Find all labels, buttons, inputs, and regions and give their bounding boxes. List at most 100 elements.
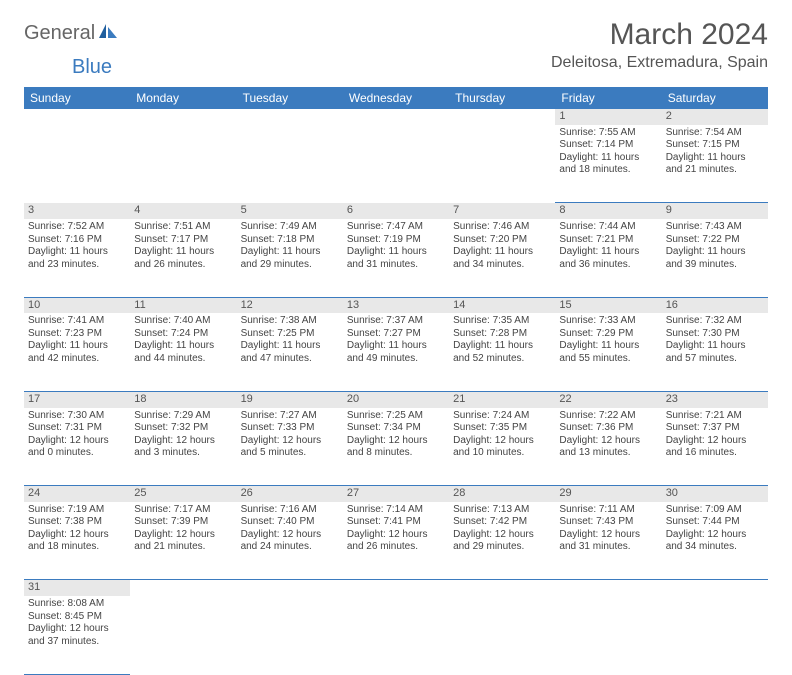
cell-line: Sunset: 7:35 PM — [453, 422, 551, 435]
cell-line: and 26 minutes. — [347, 541, 445, 554]
cell-line: and 13 minutes. — [559, 447, 657, 460]
day-cell: Sunrise: 7:09 AMSunset: 7:44 PMDaylight:… — [662, 502, 768, 580]
cell-line: and 10 minutes. — [453, 447, 551, 460]
day-number: 26 — [237, 486, 343, 502]
cell-line: Daylight: 11 hours — [347, 340, 445, 353]
cell-line: Daylight: 11 hours — [241, 340, 339, 353]
day-header: Sunday — [24, 87, 130, 109]
day-number — [130, 580, 236, 596]
cell-line: Sunset: 7:33 PM — [241, 422, 339, 435]
cell-line: and 39 minutes. — [666, 259, 764, 272]
day-number: 20 — [343, 391, 449, 407]
cell-line: and 44 minutes. — [134, 353, 232, 366]
day-cell: Sunrise: 7:44 AMSunset: 7:21 PMDaylight:… — [555, 219, 661, 297]
cell-line: Sunset: 7:40 PM — [241, 516, 339, 529]
day-number: 31 — [24, 580, 130, 596]
logo: General — [24, 22, 119, 45]
week-row: Sunrise: 7:30 AMSunset: 7:31 PMDaylight:… — [24, 408, 768, 486]
day-cell: Sunrise: 7:29 AMSunset: 7:32 PMDaylight:… — [130, 408, 236, 486]
cell-line: Daylight: 11 hours — [453, 340, 551, 353]
day-cell — [449, 125, 555, 203]
day-cell — [130, 125, 236, 203]
cell-line: Sunset: 7:36 PM — [559, 422, 657, 435]
cell-line: Sunrise: 7:43 AM — [666, 221, 764, 234]
day-cell: Sunrise: 7:37 AMSunset: 7:27 PMDaylight:… — [343, 313, 449, 391]
cell-line: Sunrise: 7:22 AM — [559, 410, 657, 423]
day-number: 1 — [555, 109, 661, 125]
day-cell: Sunrise: 7:46 AMSunset: 7:20 PMDaylight:… — [449, 219, 555, 297]
cell-line: and 36 minutes. — [559, 259, 657, 272]
day-cell: Sunrise: 7:14 AMSunset: 7:41 PMDaylight:… — [343, 502, 449, 580]
day-number: 29 — [555, 486, 661, 502]
cell-line: Daylight: 12 hours — [134, 529, 232, 542]
cell-line: and 52 minutes. — [453, 353, 551, 366]
day-cell: Sunrise: 7:52 AMSunset: 7:16 PMDaylight:… — [24, 219, 130, 297]
day-number — [237, 580, 343, 596]
day-cell — [130, 596, 236, 674]
daynum-row: 3456789 — [24, 203, 768, 219]
cell-line: Sunrise: 7:11 AM — [559, 504, 657, 517]
day-number — [449, 580, 555, 596]
cell-line: Sunset: 7:24 PM — [134, 328, 232, 341]
cell-line: and 31 minutes. — [559, 541, 657, 554]
cell-line: Daylight: 11 hours — [666, 152, 764, 165]
cell-line: Sunrise: 7:49 AM — [241, 221, 339, 234]
cell-line: Daylight: 12 hours — [28, 435, 126, 448]
day-number — [449, 109, 555, 125]
day-number — [555, 580, 661, 596]
cell-line: and 18 minutes. — [559, 164, 657, 177]
cell-line: and 55 minutes. — [559, 353, 657, 366]
cell-line: and 57 minutes. — [666, 353, 764, 366]
day-number: 23 — [662, 391, 768, 407]
day-cell: Sunrise: 7:25 AMSunset: 7:34 PMDaylight:… — [343, 408, 449, 486]
cell-line: and 34 minutes. — [666, 541, 764, 554]
cell-line: Sunrise: 7:46 AM — [453, 221, 551, 234]
cell-line: Sunset: 7:17 PM — [134, 234, 232, 247]
cell-line: Sunset: 7:20 PM — [453, 234, 551, 247]
day-cell — [662, 596, 768, 674]
day-number: 4 — [130, 203, 236, 219]
day-cell: Sunrise: 7:11 AMSunset: 7:43 PMDaylight:… — [555, 502, 661, 580]
cell-line: Sunrise: 7:35 AM — [453, 315, 551, 328]
cell-line: Sunset: 7:15 PM — [666, 139, 764, 152]
cell-line: Sunset: 7:18 PM — [241, 234, 339, 247]
cell-line: and 31 minutes. — [347, 259, 445, 272]
day-header: Saturday — [662, 87, 768, 109]
cell-line: and 3 minutes. — [134, 447, 232, 460]
logo-sail-icon — [97, 22, 119, 45]
cell-line: Sunrise: 7:16 AM — [241, 504, 339, 517]
cell-line: Sunrise: 7:14 AM — [347, 504, 445, 517]
cell-line: and 37 minutes. — [28, 636, 126, 649]
cell-line: Sunset: 7:32 PM — [134, 422, 232, 435]
day-cell: Sunrise: 7:33 AMSunset: 7:29 PMDaylight:… — [555, 313, 661, 391]
day-cell — [555, 596, 661, 674]
day-number: 13 — [343, 297, 449, 313]
cell-line: Sunrise: 7:27 AM — [241, 410, 339, 423]
cell-line: Daylight: 12 hours — [28, 623, 126, 636]
day-header: Thursday — [449, 87, 555, 109]
cell-line: Sunrise: 7:29 AM — [134, 410, 232, 423]
cell-line: Sunset: 7:22 PM — [666, 234, 764, 247]
cell-line: Sunset: 7:38 PM — [28, 516, 126, 529]
cell-line: and 49 minutes. — [347, 353, 445, 366]
day-cell — [237, 596, 343, 674]
cell-line: Sunrise: 7:09 AM — [666, 504, 764, 517]
daynum-row: 31 — [24, 580, 768, 596]
cell-line: Sunrise: 7:33 AM — [559, 315, 657, 328]
cell-line: and 26 minutes. — [134, 259, 232, 272]
cell-line: Daylight: 11 hours — [559, 152, 657, 165]
cell-line: Sunset: 8:45 PM — [28, 611, 126, 624]
day-cell — [237, 125, 343, 203]
cell-line: Sunset: 7:14 PM — [559, 139, 657, 152]
day-header: Wednesday — [343, 87, 449, 109]
day-cell: Sunrise: 7:13 AMSunset: 7:42 PMDaylight:… — [449, 502, 555, 580]
day-number: 15 — [555, 297, 661, 313]
cell-line: Daylight: 12 hours — [347, 529, 445, 542]
cell-line: Sunset: 7:43 PM — [559, 516, 657, 529]
cell-line: Sunrise: 7:30 AM — [28, 410, 126, 423]
day-number — [343, 580, 449, 596]
day-number: 6 — [343, 203, 449, 219]
cell-line: Daylight: 11 hours — [666, 246, 764, 259]
day-cell: Sunrise: 7:40 AMSunset: 7:24 PMDaylight:… — [130, 313, 236, 391]
cell-line: Daylight: 11 hours — [134, 246, 232, 259]
